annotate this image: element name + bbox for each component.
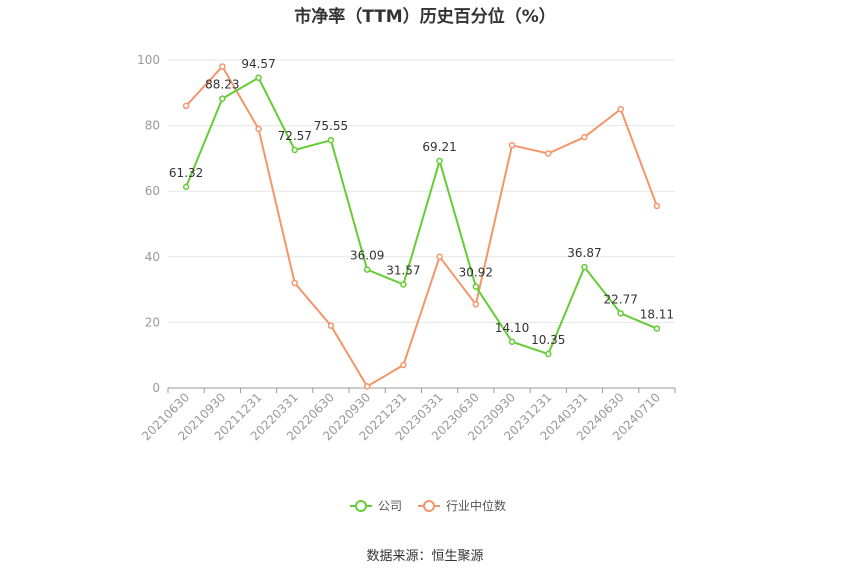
- industry-point: [327, 322, 335, 329]
- legend-company-marker: [355, 500, 367, 512]
- company-point: [508, 338, 516, 346]
- y-tick-label: 100: [137, 53, 160, 67]
- company-point: [291, 146, 298, 154]
- source-note: 数据来源：恒生聚源: [366, 549, 484, 564]
- y-tick-label: 60: [145, 184, 160, 198]
- industry-point: [363, 383, 371, 390]
- industry-point: [182, 102, 190, 110]
- industry-point: [472, 301, 480, 308]
- data-label: 31.57: [386, 263, 420, 277]
- y-tick-label: 0: [152, 381, 160, 395]
- industry-point: [581, 133, 588, 141]
- legend-industry-label: 行业中位数: [446, 498, 506, 513]
- industry-point: [545, 150, 552, 157]
- data-label: 36.87: [567, 246, 601, 260]
- company-point: [255, 74, 262, 82]
- industry-series-line: [185, 64, 658, 388]
- y-tick-label: 80: [145, 119, 160, 133]
- data-label: 61.32: [169, 166, 203, 180]
- industry-point: [255, 125, 262, 133]
- industry-point: [400, 361, 407, 369]
- data-label: 72.57: [278, 129, 312, 143]
- company-point: [617, 310, 624, 317]
- y-tick-label: 20: [145, 315, 160, 329]
- data-label: 36.09: [350, 249, 384, 263]
- data-label: 88.23: [205, 78, 239, 92]
- data-label: 30.92: [459, 266, 493, 280]
- data-label: 94.57: [241, 57, 275, 71]
- data-label: 69.21: [422, 140, 456, 154]
- data-label: 14.10: [495, 321, 529, 335]
- industry-point: [219, 63, 226, 70]
- company-point: [219, 95, 226, 102]
- y-tick-label: 40: [145, 250, 160, 264]
- data-label: 18.11: [640, 308, 674, 322]
- company-point: [363, 266, 371, 273]
- company-point: [400, 281, 407, 288]
- legend-industry-marker: [423, 500, 435, 512]
- data-label: 10.35: [531, 333, 565, 347]
- company-point: [545, 350, 552, 358]
- industry-point: [508, 142, 516, 149]
- company-point: [581, 263, 588, 271]
- legend-company-label: 公司: [378, 499, 402, 513]
- company-point: [182, 183, 190, 191]
- data-label: 75.55: [314, 119, 348, 133]
- company-point: [653, 325, 661, 332]
- industry-point: [291, 279, 298, 287]
- industry-point: [436, 253, 443, 261]
- chart-title: 市净率（TTM）历史百分位（%）: [294, 7, 556, 27]
- company-series-line: [185, 76, 658, 356]
- company-point: [327, 136, 335, 144]
- company-point: [472, 283, 480, 290]
- company-point: [436, 157, 443, 165]
- industry-point: [653, 202, 661, 210]
- data-label: 22.77: [603, 292, 637, 306]
- industry-point: [617, 105, 624, 113]
